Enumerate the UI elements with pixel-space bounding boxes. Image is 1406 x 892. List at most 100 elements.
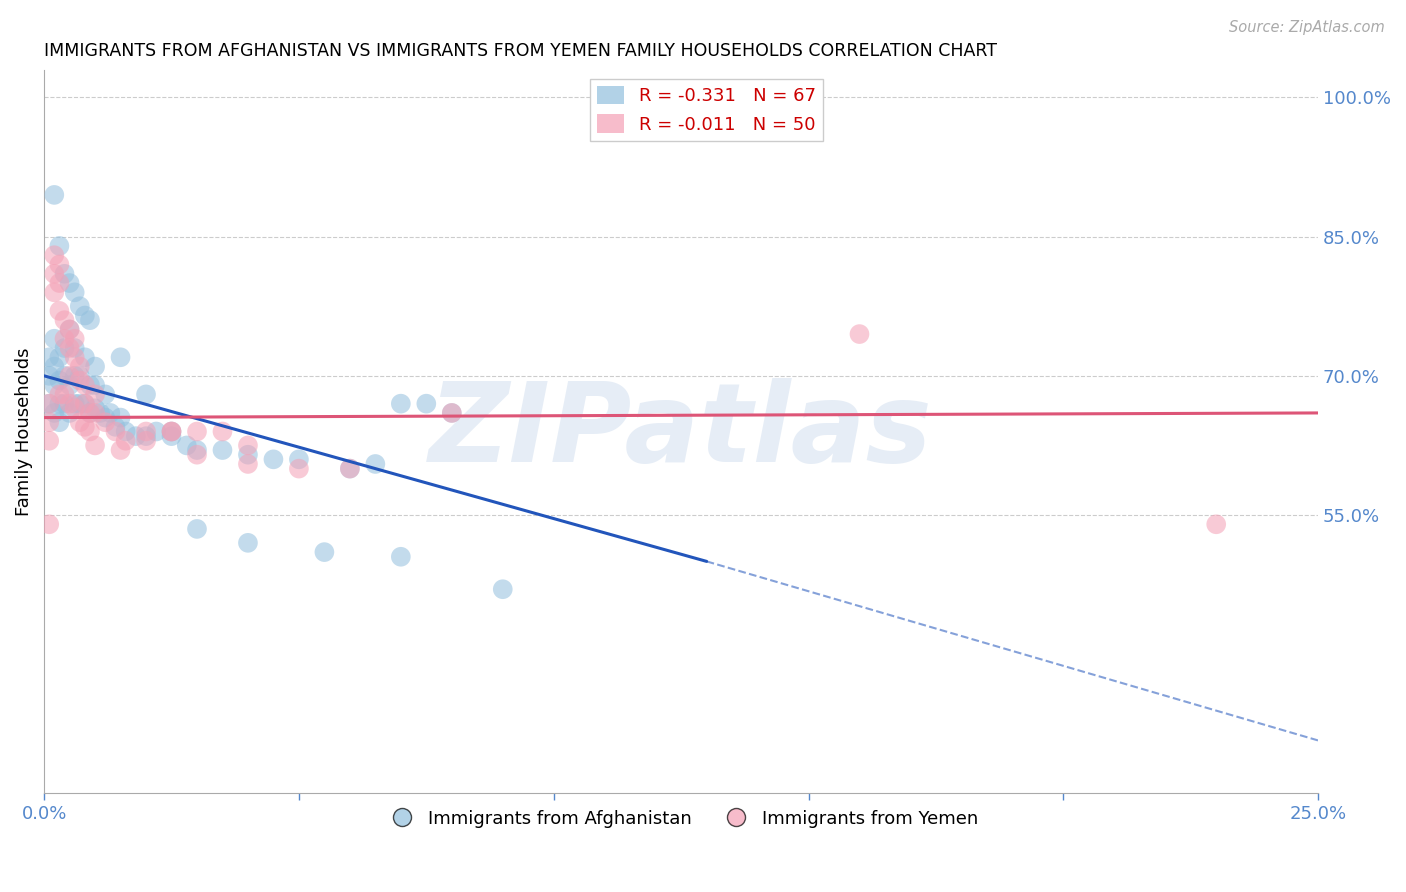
Point (48, 387, 70, 401)
Point (48, 397, 70, 411)
Point (63, 332, 86, 346)
Point (415, 397, 437, 411)
Point (48, 258, 70, 272)
Point (160, 425, 183, 439)
Point (58, 406, 80, 420)
Point (48, 304, 70, 318)
Point (94, 410, 117, 425)
Point (58, 368, 80, 383)
Point (236, 457, 259, 471)
Point (84, 406, 107, 420)
Point (48, 415, 70, 429)
Point (48, 276, 70, 290)
Point (160, 429, 183, 443)
Point (492, 582, 515, 597)
Point (69, 359, 91, 374)
Point (288, 452, 311, 467)
Point (211, 425, 233, 439)
Point (104, 420, 127, 434)
Point (69, 397, 91, 411)
Point (73, 397, 96, 411)
Point (389, 397, 412, 411)
Point (176, 438, 198, 452)
Legend: Immigrants from Afghanistan, Immigrants from Yemen: Immigrants from Afghanistan, Immigrants … (377, 803, 986, 835)
Point (110, 443, 132, 458)
Point (79, 313, 101, 327)
Point (145, 425, 167, 439)
Point (186, 443, 208, 458)
Point (94, 415, 117, 429)
Point (69, 368, 91, 383)
Point (48, 239, 70, 253)
Point (89, 406, 111, 420)
Point (79, 406, 101, 420)
Point (110, 410, 132, 425)
Point (63, 401, 86, 416)
Point (135, 434, 157, 448)
Point (38, 397, 60, 411)
Point (53, 368, 76, 383)
Point (73, 378, 96, 392)
Point (53, 387, 76, 401)
Point (69, 415, 91, 429)
Point (236, 448, 259, 462)
Text: IMMIGRANTS FROM AFGHANISTAN VS IMMIGRANTS FROM YEMEN FAMILY HOUSEHOLDS CORRELATI: IMMIGRANTS FROM AFGHANISTAN VS IMMIGRANT… (44, 42, 997, 60)
Point (73, 420, 96, 434)
Point (288, 461, 311, 475)
Point (94, 387, 117, 401)
Point (69, 299, 91, 313)
Point (58, 378, 80, 392)
Point (58, 322, 80, 336)
Point (58, 276, 80, 290)
Point (63, 397, 86, 411)
Point (125, 429, 148, 443)
Point (440, 406, 463, 420)
Point (135, 429, 157, 443)
Point (160, 425, 183, 439)
Point (44, 188, 66, 202)
Point (44, 248, 66, 262)
Point (44, 332, 66, 346)
Text: Source: ZipAtlas.com: Source: ZipAtlas.com (1229, 20, 1385, 35)
Point (186, 425, 208, 439)
Point (53, 397, 76, 411)
Point (236, 438, 259, 452)
Point (63, 351, 86, 365)
Point (58, 397, 80, 411)
Text: ZIPatlas: ZIPatlas (429, 378, 934, 485)
Point (38, 368, 60, 383)
Point (73, 397, 96, 411)
Point (84, 378, 107, 392)
Point (53, 267, 76, 281)
Point (110, 351, 132, 365)
Point (58, 322, 80, 336)
Point (339, 461, 361, 475)
Point (262, 452, 284, 467)
Point (211, 443, 233, 458)
Point (53, 313, 76, 327)
Point (186, 522, 208, 536)
Point (160, 425, 183, 439)
Point (44, 359, 66, 374)
Point (48, 374, 70, 388)
Point (48, 351, 70, 365)
Point (339, 461, 361, 475)
Point (389, 549, 412, 564)
Point (135, 425, 157, 439)
Y-axis label: Family Households: Family Households (15, 347, 32, 516)
Point (114, 425, 136, 439)
Point (1205, 517, 1227, 532)
Point (73, 309, 96, 323)
Point (63, 368, 86, 383)
Point (364, 457, 387, 471)
Point (53, 332, 76, 346)
Point (104, 425, 127, 439)
Point (69, 374, 91, 388)
Point (44, 267, 66, 281)
Point (63, 341, 86, 355)
Point (44, 285, 66, 300)
Point (98, 406, 121, 420)
Point (73, 351, 96, 365)
Point (186, 448, 208, 462)
Point (53, 341, 76, 355)
